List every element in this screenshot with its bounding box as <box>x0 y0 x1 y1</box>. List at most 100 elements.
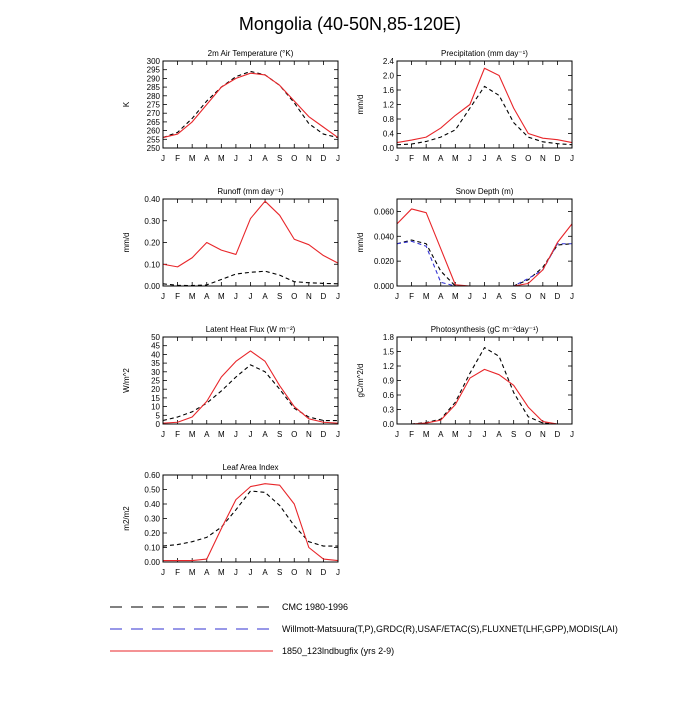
legend-label: Willmott-Matsuura(T,P),GRDC(R),USAF/ETAC… <box>282 624 618 634</box>
panels: 2m Air Temperature (°K)K2502552602652702… <box>122 49 574 577</box>
legend-label: 1850_123lndbugfix (yrs 2-9) <box>282 646 394 656</box>
panel-2: Precipitation (mm day⁻¹) mm/d 0.0 0.4 0.8 1.2… <box>356 49 574 163</box>
x-tick-label: M <box>218 430 225 439</box>
x-tick-label: S <box>277 154 282 163</box>
x-tick-label: A <box>438 292 444 301</box>
x-tick-label: J <box>234 292 238 301</box>
x-tick-label: J <box>249 430 253 439</box>
y-tick-label: 255 <box>147 135 161 144</box>
x-tick-label: O <box>291 568 297 577</box>
legend: CMC 1980-1996 Willmott-Matsuura(T,P),GRDC… <box>110 602 618 656</box>
y-tick-label: 300 <box>147 57 161 66</box>
x-tick-label: J <box>570 430 574 439</box>
series-line-obs_primary <box>396 239 573 287</box>
series-line-obs_primary <box>396 85 573 146</box>
panel-7: Leaf Area Index m2/m2 0.00 0.10 0.20 0.30 0.40… <box>122 463 340 577</box>
x-tick-label: A <box>496 430 502 439</box>
y-axis-label: m2/m2 <box>122 506 131 531</box>
series-line-obs_primary <box>397 347 572 425</box>
x-tick-label: O <box>291 430 297 439</box>
series-line-model <box>396 67 573 144</box>
x-tick-label: M <box>189 568 196 577</box>
x-tick-label: J <box>161 154 165 163</box>
y-tick-label: 0 <box>156 420 161 429</box>
y-tick-label: 250 <box>147 144 161 153</box>
y-tick-label: 0.0 <box>383 144 395 153</box>
x-tick-label: J <box>468 430 472 439</box>
x-tick-label: J <box>161 430 165 439</box>
x-tick-label: A <box>204 292 210 301</box>
x-tick-label: F <box>409 154 414 163</box>
y-tick-label: 0.0 <box>383 420 395 429</box>
series-line-model <box>162 200 339 268</box>
x-tick-label: M <box>218 154 225 163</box>
x-tick-label: M <box>189 154 196 163</box>
panel-title: Leaf Area Index <box>222 463 278 472</box>
plot-frame <box>162 336 339 425</box>
x-tick-label: J <box>234 430 238 439</box>
x-tick-label: J <box>234 568 238 577</box>
x-tick-label: J <box>234 154 238 163</box>
y-tick-label: 0.00 <box>144 282 160 291</box>
y-tick-label: 30 <box>151 368 160 377</box>
x-tick-label: F <box>175 568 180 577</box>
x-tick-label: J <box>249 154 253 163</box>
x-tick-label: A <box>204 568 210 577</box>
x-tick-label: J <box>336 292 340 301</box>
panel-6: Photosynthesis (gC m⁻²day⁻¹) gC/m^2/d 0.0 0… <box>356 325 574 439</box>
y-axis-label: gC/m^2/d <box>356 364 365 398</box>
x-tick-label: M <box>189 292 196 301</box>
x-tick-label: J <box>336 154 340 163</box>
x-tick-label: J <box>483 292 487 301</box>
x-tick-label: N <box>540 292 546 301</box>
x-tick-label: J <box>570 292 574 301</box>
x-tick-label: M <box>423 292 430 301</box>
x-tick-label: J <box>336 568 340 577</box>
series-line-model <box>162 72 339 139</box>
y-tick-label: 0.8 <box>383 115 395 124</box>
plot-frame <box>396 60 573 149</box>
x-tick-label: A <box>438 154 444 163</box>
x-tick-label: S <box>277 568 282 577</box>
x-tick-label: M <box>452 154 459 163</box>
x-tick-label: A <box>262 154 268 163</box>
y-tick-label: 2.4 <box>383 57 395 66</box>
y-tick-label: 0.040 <box>374 232 395 241</box>
panel-title: Snow Depth (m) <box>456 187 514 196</box>
panel-1: 2m Air Temperature (°K)K2502552602652702… <box>122 49 340 163</box>
y-tick-label: 0.20 <box>144 239 160 248</box>
legend-entry-obs: Willmott-Matsuura(T,P),GRDC(R),USAF/ETAC… <box>110 624 618 634</box>
x-tick-label: J <box>483 430 487 439</box>
plot-frame <box>162 60 339 149</box>
x-tick-label: J <box>395 154 399 163</box>
x-tick-label: J <box>468 292 472 301</box>
x-tick-label: O <box>525 292 531 301</box>
x-tick-label: M <box>218 568 225 577</box>
x-tick-label: N <box>306 430 312 439</box>
x-tick-label: D <box>321 430 327 439</box>
y-tick-label: 0.4 <box>383 130 395 139</box>
panel-title: 2m Air Temperature (°K) <box>208 49 294 58</box>
x-tick-label: J <box>249 568 253 577</box>
page-title: Mongolia (40-50N,85-120E) <box>239 14 461 34</box>
x-tick-label: D <box>321 154 327 163</box>
x-tick-label: J <box>336 430 340 439</box>
x-tick-label: M <box>423 154 430 163</box>
x-tick-label: M <box>452 430 459 439</box>
y-tick-label: 15 <box>151 394 160 403</box>
x-tick-label: F <box>175 154 180 163</box>
y-tick-label: 40 <box>151 350 160 359</box>
y-tick-label: 0.50 <box>144 486 160 495</box>
y-axis-label: W/m^2 <box>122 368 131 393</box>
y-tick-label: 1.2 <box>383 362 395 371</box>
y-tick-label: 5 <box>156 411 161 420</box>
x-tick-label: A <box>204 154 210 163</box>
y-tick-label: 1.2 <box>383 101 395 110</box>
y-tick-label: 0.000 <box>374 282 395 291</box>
y-tick-label: 25 <box>151 377 160 386</box>
x-tick-label: S <box>511 292 516 301</box>
y-tick-label: 1.6 <box>383 86 395 95</box>
panel-title: Runoff (mm day⁻¹) <box>217 187 284 196</box>
x-tick-label: S <box>277 430 282 439</box>
